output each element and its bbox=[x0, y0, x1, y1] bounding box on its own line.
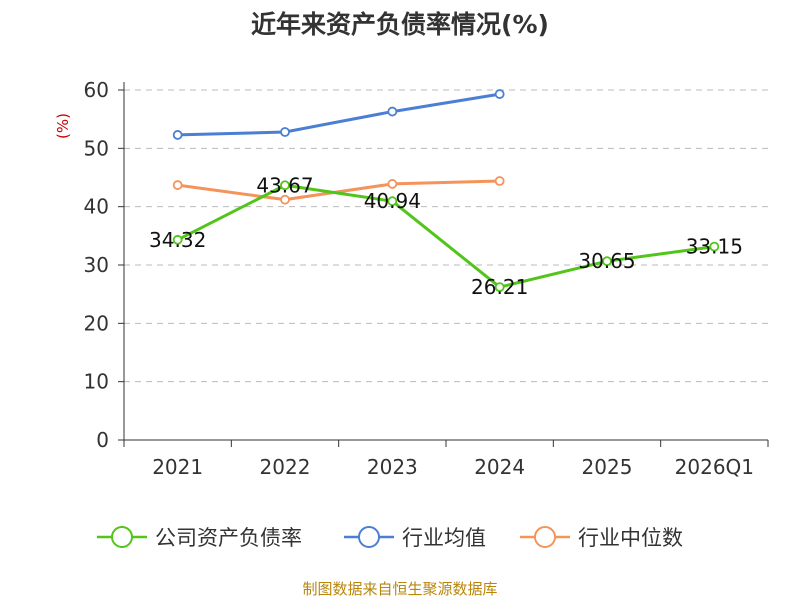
data-point bbox=[709, 241, 720, 252]
series-line bbox=[177, 92, 500, 137]
x-tick-label: 2022 bbox=[260, 455, 311, 479]
data-labels: 34.32 43.67 40.94 26.21 30.65 33.15 bbox=[149, 173, 743, 299]
legend: 公司资产负债率 行业均值 行业中位数 bbox=[97, 526, 683, 550]
data-point bbox=[387, 196, 398, 207]
series-line bbox=[177, 179, 500, 202]
y-tick-label: 40 bbox=[84, 195, 109, 219]
data-point bbox=[172, 130, 183, 140]
data-label: 40.94 bbox=[364, 189, 421, 213]
data-label: 26.21 bbox=[471, 275, 528, 299]
data-label: 43.67 bbox=[256, 173, 313, 197]
data-point bbox=[387, 179, 398, 189]
axes: 0 10 20 30 40 50 60 2021 2022 2023 2024 2025 2026Q1 bbox=[84, 78, 769, 479]
data-point bbox=[172, 234, 183, 245]
legend-label: 行业中位数 bbox=[578, 526, 683, 550]
x-tick-label: 2026Q1 bbox=[675, 455, 754, 479]
y-tick-label: 30 bbox=[84, 253, 109, 277]
y-tick-label: 50 bbox=[84, 136, 109, 160]
data-point bbox=[280, 180, 290, 191]
y-tick-label: 10 bbox=[84, 370, 109, 394]
y-axis-label: (%) bbox=[54, 113, 72, 139]
legend-label: 公司资产负债率 bbox=[155, 526, 302, 550]
series-line bbox=[176, 183, 715, 289]
data-point bbox=[494, 176, 505, 186]
data-label: 30.65 bbox=[578, 249, 635, 273]
legend-label: 行业均值 bbox=[402, 526, 486, 550]
y-tick-label: 0 bbox=[96, 428, 109, 452]
x-tick-label: 2024 bbox=[474, 455, 525, 479]
data-label: 34.32 bbox=[149, 228, 206, 252]
legend-marker bbox=[358, 526, 380, 548]
data-point bbox=[172, 180, 183, 190]
y-tick-label: 20 bbox=[84, 311, 109, 335]
data-point bbox=[494, 89, 505, 99]
gridlines bbox=[124, 89, 768, 383]
data-label: 33.15 bbox=[686, 235, 743, 259]
x-tick-label: 2025 bbox=[582, 455, 633, 479]
data-point bbox=[387, 106, 398, 117]
source-note: 制图数据来自恒生聚源数据库 bbox=[302, 580, 497, 598]
chart-title: 近年来资产负债率情况(%) bbox=[251, 10, 549, 39]
data-point bbox=[280, 194, 290, 205]
data-point bbox=[602, 256, 612, 267]
x-tick-label: 2023 bbox=[367, 455, 418, 479]
series-lines bbox=[172, 89, 720, 293]
legend-marker bbox=[111, 526, 133, 548]
y-tick-label: 60 bbox=[84, 78, 109, 102]
data-point bbox=[494, 282, 505, 293]
data-point bbox=[280, 127, 290, 137]
x-tick-label: 2021 bbox=[152, 455, 203, 479]
legend-marker bbox=[534, 526, 556, 548]
